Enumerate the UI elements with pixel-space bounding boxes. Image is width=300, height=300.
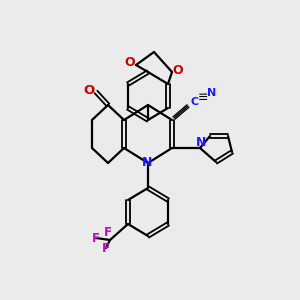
Text: F: F — [102, 242, 110, 254]
Text: N: N — [207, 88, 217, 98]
Text: ≡: ≡ — [198, 91, 208, 103]
Text: F: F — [92, 232, 100, 244]
Text: F: F — [104, 226, 112, 238]
Text: O: O — [125, 56, 135, 70]
Text: O: O — [83, 85, 94, 98]
Text: N: N — [142, 155, 152, 169]
Text: N: N — [196, 136, 206, 149]
Text: O: O — [173, 64, 183, 76]
Text: C: C — [191, 97, 199, 107]
